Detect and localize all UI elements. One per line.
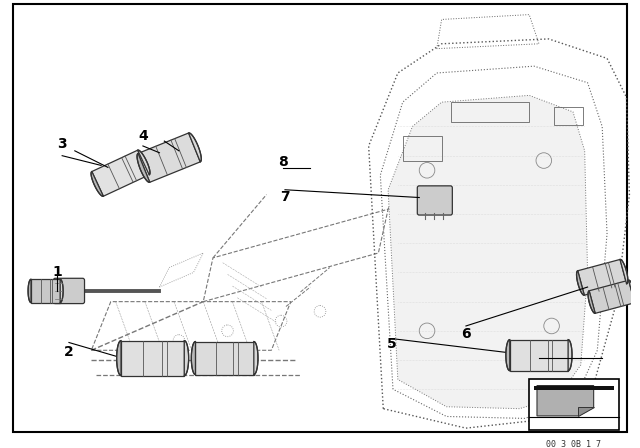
Bar xyxy=(451,102,529,121)
Polygon shape xyxy=(116,340,121,375)
Polygon shape xyxy=(184,340,189,375)
Polygon shape xyxy=(620,259,628,284)
Text: 3: 3 xyxy=(58,137,67,151)
Polygon shape xyxy=(577,271,584,295)
Polygon shape xyxy=(195,341,254,375)
Polygon shape xyxy=(588,291,595,313)
Polygon shape xyxy=(628,280,636,303)
Bar xyxy=(403,136,442,160)
Polygon shape xyxy=(579,407,594,416)
Text: 00 3 0B 1 7: 00 3 0B 1 7 xyxy=(547,440,602,448)
Polygon shape xyxy=(60,279,63,302)
Bar xyxy=(529,379,619,430)
Polygon shape xyxy=(189,133,202,162)
Text: 7: 7 xyxy=(280,190,290,203)
Bar xyxy=(554,107,582,125)
Polygon shape xyxy=(91,172,103,196)
Text: 5: 5 xyxy=(387,337,397,351)
Text: 1: 1 xyxy=(52,266,62,280)
Polygon shape xyxy=(568,340,572,371)
Text: 6: 6 xyxy=(461,327,471,341)
Polygon shape xyxy=(138,150,150,175)
Polygon shape xyxy=(509,340,568,371)
Text: 8: 8 xyxy=(278,155,288,168)
Polygon shape xyxy=(137,153,150,182)
Polygon shape xyxy=(589,280,635,313)
Polygon shape xyxy=(537,386,594,416)
Polygon shape xyxy=(138,133,200,182)
Polygon shape xyxy=(92,150,149,196)
Polygon shape xyxy=(388,95,588,409)
Polygon shape xyxy=(31,279,60,302)
Polygon shape xyxy=(121,340,184,375)
Polygon shape xyxy=(506,340,509,371)
Polygon shape xyxy=(254,341,258,375)
FancyBboxPatch shape xyxy=(417,186,452,215)
Text: 2: 2 xyxy=(64,345,74,359)
Polygon shape xyxy=(28,279,31,302)
FancyBboxPatch shape xyxy=(53,278,84,304)
Bar xyxy=(534,386,614,390)
Polygon shape xyxy=(578,259,627,295)
Text: 4: 4 xyxy=(138,129,148,143)
Polygon shape xyxy=(191,341,195,375)
